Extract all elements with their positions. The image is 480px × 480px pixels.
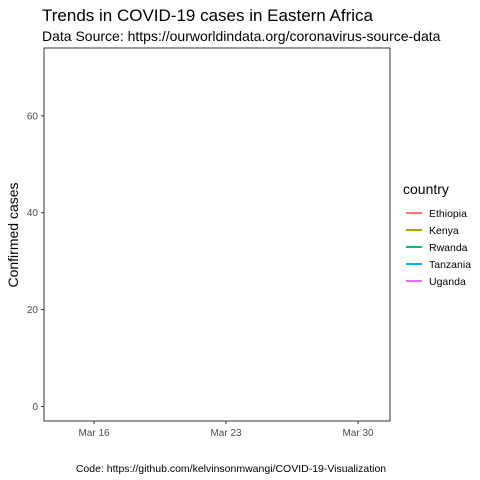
legend-label-uganda: Uganda (429, 276, 466, 288)
chart-caption: Code: https://github.com/kelvinsonmwangi… (76, 463, 386, 475)
x-tick-label: Mar 16 (78, 428, 110, 439)
legend-label-ethiopia: Ethiopia (429, 208, 467, 220)
y-tick-label: 20 (27, 305, 39, 316)
y-axis: 0 20 40 60 (27, 111, 44, 413)
legend-label-rwanda: Rwanda (429, 242, 468, 254)
x-axis: Mar 16 Mar 23 Mar 30 (78, 421, 374, 439)
y-tick-label: 40 (27, 208, 39, 219)
x-tick-label: Mar 23 (210, 428, 242, 439)
legend: country Ethiopia Kenya Rwanda Tanzania Ugand… (403, 181, 471, 288)
chart-subtitle: Data Source: https://ourworldindata.org/… (42, 28, 441, 44)
y-tick-label: 0 (32, 402, 38, 413)
legend-label-kenya: Kenya (429, 225, 459, 237)
plot-panel (43, 47, 391, 422)
y-axis-title: Confirmed cases (5, 182, 21, 287)
legend-title: country (403, 181, 449, 197)
legend-label-tanzania: Tanzania (429, 259, 471, 271)
y-tick-label: 60 (27, 111, 39, 122)
x-tick-label: Mar 30 (342, 428, 374, 439)
chart-title: Trends in COVID-19 cases in Eastern Afri… (42, 6, 374, 25)
